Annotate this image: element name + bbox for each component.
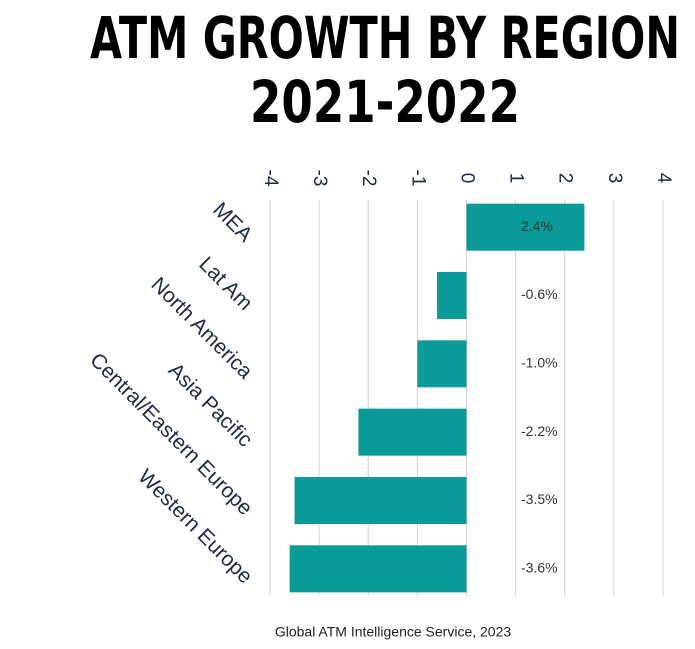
x-tick-label: -3 xyxy=(309,170,330,187)
chart-title: ATM GROWTH BY REGION xyxy=(90,4,680,72)
bar xyxy=(437,272,467,319)
x-tick-label: 4 xyxy=(653,173,674,184)
value-label: -3.6% xyxy=(521,560,558,576)
x-tick-label: 1 xyxy=(506,173,527,184)
x-tick-label: -2 xyxy=(358,170,379,187)
y-tick-label: Lat Am xyxy=(194,252,256,314)
value-label: -1.0% xyxy=(521,355,558,371)
x-tick-label: -1 xyxy=(407,170,428,187)
value-label: -2.2% xyxy=(521,423,558,439)
x-tick-label: -4 xyxy=(260,170,281,187)
x-tick-label: 2 xyxy=(555,173,576,184)
value-label: -0.6% xyxy=(521,286,558,302)
y-tick-label: MEA xyxy=(208,198,256,246)
value-label: -3.5% xyxy=(521,491,558,507)
bar xyxy=(417,340,467,388)
bar xyxy=(289,545,467,593)
y-tick-label: Western Europe xyxy=(134,465,257,588)
x-tick-label: 3 xyxy=(604,173,625,184)
value-label: 2.4% xyxy=(521,218,553,234)
bar xyxy=(358,408,467,456)
bar xyxy=(466,203,585,251)
chart-subtitle: 2021-2022 xyxy=(250,68,520,136)
source-note: Global ATM Intelligence Service, 2023 xyxy=(275,624,512,640)
x-tick-label: 0 xyxy=(456,173,477,184)
bar xyxy=(294,477,467,524)
